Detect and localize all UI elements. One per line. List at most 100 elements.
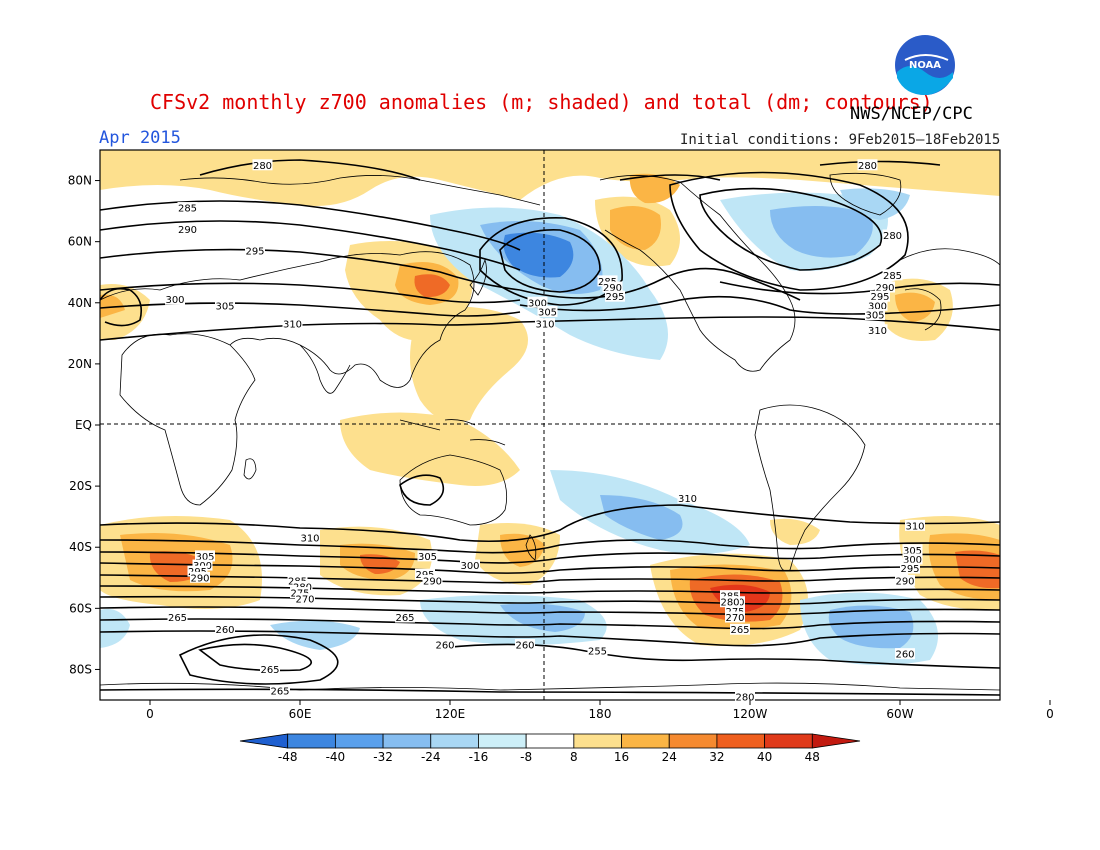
lat-tick-label: 80S	[69, 662, 92, 676]
colorbar-swatch	[478, 733, 527, 749]
contour-sh-4	[100, 562, 1000, 574]
colorbar-label: -8	[520, 750, 532, 764]
contour-label-bg	[395, 611, 415, 623]
colorbar-label: 40	[757, 750, 772, 764]
contour-label: 305	[903, 546, 922, 557]
contour-label-bg	[192, 559, 213, 571]
contour-label-bg	[535, 318, 555, 330]
contour-label: 290	[875, 283, 894, 294]
colorbar-label: 32	[709, 750, 724, 764]
coast-arctic-asia	[179, 175, 541, 206]
contour-label-bg	[867, 299, 888, 311]
coast-antarctica	[100, 682, 1000, 691]
contour-antarctic-4	[100, 688, 1000, 696]
contour-label: 280	[883, 231, 902, 242]
coast-india	[299, 344, 351, 394]
contour-nh-3	[100, 248, 521, 291]
negative-anomalies	[100, 188, 938, 665]
contour-label-bg	[515, 639, 535, 650]
longitude-axis: 0 60E 120E 180 120W 60W 0	[146, 700, 1054, 721]
contour-label-bg	[720, 590, 740, 602]
contour-label-bg	[527, 296, 548, 308]
contour-label: 265	[395, 613, 414, 624]
contour-label-bg	[167, 611, 188, 623]
contour-label-bg	[300, 532, 320, 544]
contour-label: 305	[195, 552, 214, 563]
contour-label: 300	[460, 561, 479, 572]
contour-antarctic-3	[439, 643, 1000, 669]
southwest-negative	[100, 609, 130, 648]
contour-label-bg	[460, 559, 480, 571]
contour-label-bg	[895, 574, 915, 586]
page-title: CFSv2 monthly z700 anomalies (m; shaded)…	[150, 90, 933, 114]
contour-label-bg	[905, 519, 925, 531]
lat-tick-label: EQ	[75, 418, 92, 432]
lat-tick-label: 60S	[69, 601, 92, 615]
contour-polar-low	[699, 187, 883, 271]
colorbar-label: -24	[421, 750, 441, 764]
colorbar-swatch	[287, 733, 336, 749]
contour-label: 290	[178, 225, 197, 236]
lat-tick-label: 40N	[68, 296, 92, 310]
contour-label: 270	[295, 595, 314, 606]
contour-label: 295	[605, 292, 624, 303]
arctic-positive-band	[100, 150, 1000, 206]
contour-label-bg	[295, 593, 315, 605]
contour-aleutian-low-3	[519, 267, 801, 301]
contour-label: 290	[190, 573, 209, 584]
contour-label-bg	[417, 550, 438, 562]
contour-label: 260	[515, 641, 534, 652]
contour-label: 265	[270, 686, 289, 697]
patagonia-positive	[770, 518, 820, 545]
contour-eur-1	[100, 287, 143, 327]
contour-label-bg	[895, 648, 915, 660]
coast-south-america	[754, 404, 866, 572]
contour-sh-1	[100, 504, 1000, 543]
contour-label: 310	[300, 534, 319, 545]
contour-label-bg	[865, 309, 885, 320]
lat-tick-label: 80N	[68, 174, 92, 188]
contour-label-bg	[902, 544, 923, 556]
contour-label-bg	[187, 565, 208, 577]
colorbar-label: 24	[662, 750, 677, 764]
latitude-axis: 80N 60N 40N 20N EQ 20S 40S 60S 80S	[68, 174, 100, 676]
contour-label: 265	[168, 613, 187, 624]
contour-label-bg	[902, 553, 923, 565]
contour-label-bg	[435, 639, 455, 650]
contour-label: 260	[895, 650, 914, 661]
contour-sh-6	[100, 585, 1000, 594]
contour-nh-7	[519, 295, 1000, 315]
contour-label: 300	[868, 301, 887, 312]
contour-sh-9	[100, 618, 1000, 630]
contour-sh-3	[100, 551, 1000, 564]
contour-label: 310	[678, 494, 697, 505]
coast-eurasia	[100, 251, 475, 388]
contour-label-bg	[587, 645, 608, 657]
contour-label-bg	[735, 690, 755, 702]
arctic-positive-mid	[629, 173, 680, 204]
coast-europe	[899, 248, 1000, 331]
contour-label-bg	[260, 663, 280, 675]
contour-label-bg	[720, 596, 740, 608]
lon-tick-label: 0	[1046, 707, 1054, 721]
contour-label-bg	[900, 562, 920, 574]
contour-label: 280	[735, 692, 754, 703]
contour-antarctic-2	[178, 634, 339, 685]
contour-label: 290	[423, 576, 442, 587]
contour-sh-7	[100, 595, 1000, 605]
contour-label-bg	[415, 568, 435, 580]
contour-label: 305	[865, 311, 884, 322]
contour-label: 280	[720, 598, 739, 609]
noaa-logo: NOAA	[895, 35, 955, 95]
initial-conditions-label: Initial conditions: 9Feb2015–18Feb2015	[680, 132, 1001, 148]
contour-label: 280	[253, 161, 272, 172]
agency-label: NWS/NCEP/CPC	[850, 104, 973, 124]
colorbar: -48 -40 -32 -24 -16 -8 8 16 24 32 40 48	[239, 733, 861, 764]
contour-label-bg	[290, 587, 310, 599]
south-pacific-negative-mid	[600, 495, 683, 540]
contour-nh-6	[100, 316, 1000, 341]
lon-tick-label: 120E	[435, 707, 466, 721]
colorbar-swatch	[430, 733, 479, 749]
coast-new-zealand	[525, 534, 537, 561]
contour-label: 290	[603, 283, 622, 294]
